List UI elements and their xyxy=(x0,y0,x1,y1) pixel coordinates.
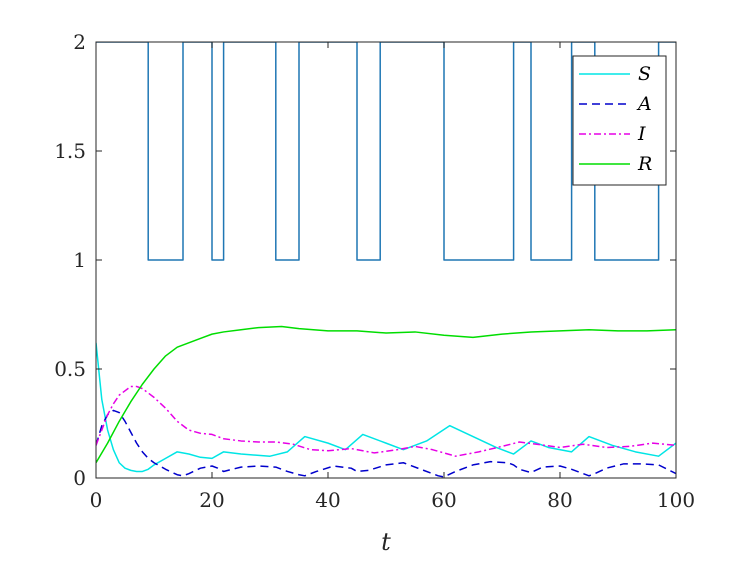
y-tick-label: 0 xyxy=(73,466,86,490)
tick-label-layer: 0 20 40 60 80 100 0 0.5 1 1.5 2 xyxy=(54,30,695,512)
y-tick-label: 0.5 xyxy=(54,357,86,381)
y-tick-label: 2 xyxy=(73,30,86,54)
x-tick-label: 20 xyxy=(199,488,224,512)
plot-area: 0 20 40 60 80 100 0 0.5 1 1.5 2 xyxy=(54,30,695,512)
series-layer xyxy=(96,42,676,478)
series-line-r xyxy=(96,325,676,464)
legend-label: S xyxy=(638,63,651,85)
x-tick-label: 0 xyxy=(90,488,103,512)
series-line-switching xyxy=(96,42,676,261)
legend-label: I xyxy=(637,123,646,145)
y-tick-label: 1 xyxy=(73,248,86,272)
series-line-i xyxy=(96,385,676,457)
x-tick-label: 100 xyxy=(657,488,695,512)
legend-label: R xyxy=(637,153,652,175)
x-tick-label: 80 xyxy=(547,488,572,512)
x-tick-label: 60 xyxy=(431,488,456,512)
x-axis-title: t xyxy=(381,528,391,556)
series-line-s xyxy=(96,342,676,473)
legend-label: A xyxy=(636,93,652,115)
series-line-a xyxy=(96,409,676,478)
axes-layer xyxy=(95,41,677,479)
x-tick-label: 40 xyxy=(315,488,340,512)
y-tick-label: 1.5 xyxy=(54,139,86,163)
